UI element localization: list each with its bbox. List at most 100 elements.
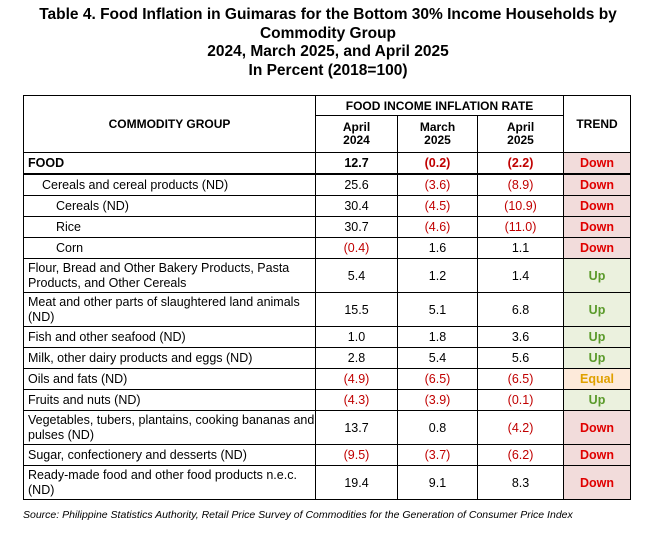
value-march-2025: 1.8: [397, 326, 478, 348]
value-march-2025: 0.8: [397, 410, 478, 445]
trend-badge: Down: [563, 173, 632, 196]
trend-badge: Equal: [563, 368, 632, 390]
commodity-name: Meat and other parts of slaughtered land…: [23, 292, 316, 327]
header-period-march-2025: March 2025: [397, 115, 478, 153]
trend-badge: Down: [563, 216, 632, 238]
table-row: Cereals (ND) 30.4 (4.5) (10.9) Down: [23, 195, 632, 217]
table-row: Vegetables, tubers, plantains, cooking b…: [23, 410, 632, 445]
header-period-line: 2024: [343, 133, 370, 147]
commodity-name: Milk, other dairy products and eggs (ND): [23, 347, 316, 369]
value-march-2025: 5.4: [397, 347, 478, 369]
value-march-2025: (3.6): [397, 173, 478, 196]
source-note: Source: Philippine Statistics Authority,…: [23, 509, 573, 521]
table-row: Ready-made food and other food products …: [23, 465, 632, 500]
value-april-2025: 1.4: [476, 258, 565, 293]
trend-badge: Up: [563, 258, 632, 293]
commodity-name: Ready-made food and other food products …: [23, 465, 316, 500]
commodity-name: Oils and fats (ND): [23, 368, 316, 390]
value-april-2025: 3.6: [476, 326, 565, 348]
header-period-line: 2025: [424, 133, 451, 147]
value-march-2025: 5.1: [397, 292, 478, 327]
header-period-line: 2025: [507, 133, 534, 147]
value-april-2024: 5.4: [315, 258, 398, 293]
value-april-2025: 6.8: [476, 292, 565, 327]
value-april-2024: (4.9): [315, 368, 398, 390]
trend-badge: Down: [563, 465, 632, 500]
value-april-2024: 25.6: [315, 173, 398, 196]
value-march-2025: (3.9): [397, 389, 478, 411]
trend-badge: Down: [563, 152, 632, 175]
title-line-1: Table 4. Food Inflation in Guimaras for …: [39, 6, 617, 23]
trend-badge: Down: [563, 444, 632, 466]
trend-badge: Up: [563, 389, 632, 411]
header-period-april-2024: April 2024: [315, 115, 398, 153]
commodity-name: Rice: [23, 216, 316, 238]
value-march-2025: 1.2: [397, 258, 478, 293]
value-march-2025: (0.2): [397, 152, 478, 175]
value-april-2024: 13.7: [315, 410, 398, 445]
trend-badge: Down: [563, 410, 632, 445]
commodity-name: Sugar, confectionery and desserts (ND): [23, 444, 316, 466]
value-march-2025: (3.7): [397, 444, 478, 466]
commodity-name: Cereals and cereal products (ND): [23, 173, 316, 196]
header-trend: TREND: [563, 95, 632, 153]
value-april-2024: 30.4: [315, 195, 398, 217]
table-row: Fruits and nuts (ND) (4.3) (3.9) (0.1) U…: [23, 389, 632, 411]
value-march-2025: 9.1: [397, 465, 478, 500]
table-title: Table 4. Food Inflation in Guimaras for …: [0, 6, 656, 80]
commodity-name: Cereals (ND): [23, 195, 316, 217]
value-april-2025: 5.6: [476, 347, 565, 369]
table-row: Cereals and cereal products (ND) 25.6 (3…: [23, 173, 632, 196]
table-row: Milk, other dairy products and eggs (ND)…: [23, 347, 632, 369]
value-april-2025: (0.1): [476, 389, 565, 411]
value-april-2024: 12.7: [315, 152, 398, 175]
value-april-2024: (0.4): [315, 237, 398, 259]
title-line-3: 2024, March 2025, and April 2025: [207, 43, 449, 60]
value-april-2024: (4.3): [315, 389, 398, 411]
commodity-name: Fish and other seafood (ND): [23, 326, 316, 348]
commodity-name: Fruits and nuts (ND): [23, 389, 316, 411]
commodity-name: Flour, Bread and Other Bakery Products, …: [23, 258, 316, 293]
value-march-2025: 1.6: [397, 237, 478, 259]
table-row: Sugar, confectionery and desserts (ND) (…: [23, 444, 632, 466]
header-commodity-group: COMMODITY GROUP: [23, 95, 316, 153]
value-march-2025: (4.5): [397, 195, 478, 217]
table-row: Flour, Bread and Other Bakery Products, …: [23, 258, 632, 293]
table-row: Fish and other seafood (ND) 1.0 1.8 3.6 …: [23, 326, 632, 348]
header-rate-group: FOOD INCOME INFLATION RATE: [314, 95, 565, 116]
inflation-table: COMMODITY GROUP FOOD INCOME INFLATION RA…: [23, 95, 632, 500]
value-april-2025: (2.2): [476, 152, 565, 175]
value-april-2024: (9.5): [315, 444, 398, 466]
value-april-2024: 1.0: [315, 326, 398, 348]
value-april-2025: (10.9): [476, 195, 565, 217]
value-april-2024: 2.8: [315, 347, 398, 369]
header-period-april-2025: April 2025: [476, 115, 565, 153]
value-april-2025: (6.5): [476, 368, 565, 390]
header-period-line: April: [506, 120, 535, 134]
table-row: Rice 30.7 (4.6) (11.0) Down: [23, 216, 632, 238]
table-row: FOOD 12.7 (0.2) (2.2) Down: [23, 152, 632, 175]
value-april-2024: 19.4: [315, 465, 398, 500]
commodity-name: FOOD: [23, 152, 316, 175]
header-period-line: March: [419, 120, 456, 134]
trend-badge: Up: [563, 326, 632, 348]
value-april-2025: (6.2): [476, 444, 565, 466]
table-row: Meat and other parts of slaughtered land…: [23, 292, 632, 327]
table-row: Corn (0.4) 1.6 1.1 Down: [23, 237, 632, 259]
value-april-2024: 30.7: [315, 216, 398, 238]
header-period-line: April: [342, 120, 371, 134]
value-april-2025: 1.1: [476, 237, 565, 259]
commodity-name: Vegetables, tubers, plantains, cooking b…: [23, 410, 316, 445]
trend-badge: Up: [563, 347, 632, 369]
trend-badge: Down: [563, 195, 632, 217]
value-april-2025: 8.3: [476, 465, 565, 500]
trend-badge: Down: [563, 237, 632, 259]
commodity-name: Corn: [23, 237, 316, 259]
trend-badge: Up: [563, 292, 632, 327]
title-line-4: In Percent (2018=100): [248, 61, 408, 79]
value-march-2025: (4.6): [397, 216, 478, 238]
value-march-2025: (6.5): [397, 368, 478, 390]
value-april-2025: (11.0): [476, 216, 565, 238]
value-april-2024: 15.5: [315, 292, 398, 327]
table-row: Oils and fats (ND) (4.9) (6.5) (6.5) Equ…: [23, 368, 632, 390]
